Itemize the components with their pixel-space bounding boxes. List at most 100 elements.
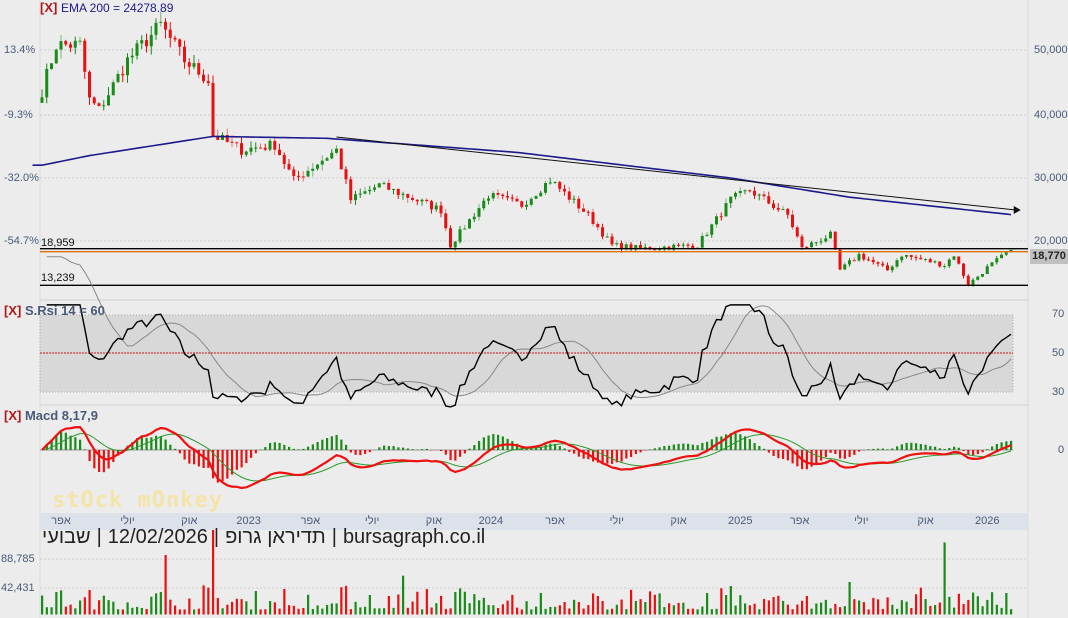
candle-body	[482, 200, 486, 209]
candle-body	[762, 194, 766, 197]
volume-bar	[763, 598, 766, 615]
candle-body	[786, 208, 790, 215]
trendline-arrow	[1013, 206, 1021, 214]
close-rsi-button[interactable]: [X]	[4, 303, 22, 318]
candle-body	[254, 147, 258, 149]
volume-bar	[321, 608, 324, 615]
candle-body	[54, 49, 58, 64]
candle-body	[876, 262, 880, 264]
volume-bar	[278, 608, 281, 615]
candle-body	[601, 227, 604, 237]
candle-body	[173, 37, 177, 40]
candle-body	[363, 191, 367, 194]
volume-bar	[596, 596, 599, 615]
close-macd-button[interactable]: [X]	[4, 408, 22, 423]
watermark-logo: stOck mOnkey	[52, 488, 223, 513]
volume-bar	[459, 588, 462, 615]
candle-body	[643, 247, 647, 249]
volume-bar	[962, 604, 965, 615]
candle-body	[230, 141, 234, 143]
volume-bar	[573, 599, 576, 615]
volume-bar	[117, 609, 120, 615]
volume-bar	[829, 608, 832, 615]
candle-body	[810, 242, 813, 248]
volume-bar	[497, 608, 500, 615]
volume-bar	[725, 595, 728, 615]
candle-body	[472, 216, 476, 220]
candle-body	[449, 228, 452, 248]
candle-body	[890, 266, 894, 271]
candle-body	[282, 154, 286, 164]
candle-body	[192, 63, 196, 67]
candle-body	[819, 241, 823, 243]
candle-body	[487, 198, 490, 201]
macd-histogram-bar	[815, 450, 818, 464]
candle-body	[966, 275, 970, 287]
macd-indicator-label: [X] Macd 8,17,9	[4, 408, 98, 423]
macd-histogram-bar	[136, 438, 139, 450]
candle-body	[496, 192, 500, 195]
volume-bar	[924, 599, 927, 615]
candle-body	[278, 149, 281, 155]
macd-histogram-bar	[577, 450, 580, 457]
volume-bar	[501, 604, 504, 615]
volume-bar	[221, 608, 224, 615]
macd-histogram-bar	[444, 450, 447, 455]
candle-body	[947, 259, 951, 267]
macd-value: Macd 8,17,9	[24, 408, 98, 423]
candle-body	[881, 263, 885, 266]
macd-tick: 0	[1058, 444, 1065, 456]
macd-histogram-bar	[767, 450, 770, 453]
volume-bar	[554, 606, 557, 615]
candle-body	[311, 168, 315, 171]
macd-histogram-bar	[311, 444, 314, 450]
candle-body	[244, 151, 248, 155]
x-axis-tick: אפר	[51, 515, 71, 527]
volume-bar	[1005, 592, 1008, 615]
volume-bar	[383, 608, 386, 615]
macd-histogram-bar	[335, 434, 338, 450]
candle-body	[719, 216, 723, 218]
volume-bar	[796, 604, 799, 615]
candle-body	[235, 142, 239, 144]
volume-bar	[240, 599, 243, 615]
volume-bar	[307, 594, 310, 615]
candle-body	[430, 201, 433, 210]
macd-histogram-bar	[891, 448, 894, 450]
volume-bar	[687, 608, 690, 615]
volume-bar	[340, 587, 343, 615]
candle-body	[933, 261, 937, 263]
macd-histogram-bar	[672, 444, 675, 450]
volume-bar	[254, 591, 257, 615]
rsi-indicator-label: [X] S.Rsi 14 = 60	[4, 303, 105, 318]
macd-histogram-bar	[611, 450, 614, 464]
volume-bar	[416, 591, 419, 615]
rsi-line	[46, 304, 1012, 408]
candle-body	[382, 182, 386, 184]
macd-histogram-bar	[905, 442, 908, 450]
volume-bar	[848, 581, 851, 615]
candle-body	[800, 236, 804, 247]
candle-body	[325, 158, 329, 161]
candle-body	[268, 140, 272, 150]
candle-body	[681, 244, 685, 246]
candle-body	[591, 212, 595, 224]
macd-histogram-bar	[364, 450, 367, 454]
trendline	[336, 136, 1016, 211]
candle-body	[662, 246, 666, 250]
candle-body	[895, 260, 899, 267]
macd-histogram-bar	[995, 444, 998, 450]
volume-bar	[791, 609, 794, 615]
volume-bar	[634, 600, 637, 615]
volume-bar	[720, 588, 723, 615]
candle-body	[330, 152, 334, 159]
volume-bar	[976, 596, 979, 615]
volume-bar	[188, 598, 191, 615]
macd-histogram-bar	[487, 435, 490, 450]
macd-histogram-bar	[183, 450, 186, 460]
candle-body	[510, 197, 514, 199]
close-ema-button[interactable]: [X]	[40, 0, 58, 15]
macd-histogram-bar	[554, 443, 557, 450]
candle-body	[240, 143, 243, 155]
macd-histogram-bar	[934, 446, 937, 450]
